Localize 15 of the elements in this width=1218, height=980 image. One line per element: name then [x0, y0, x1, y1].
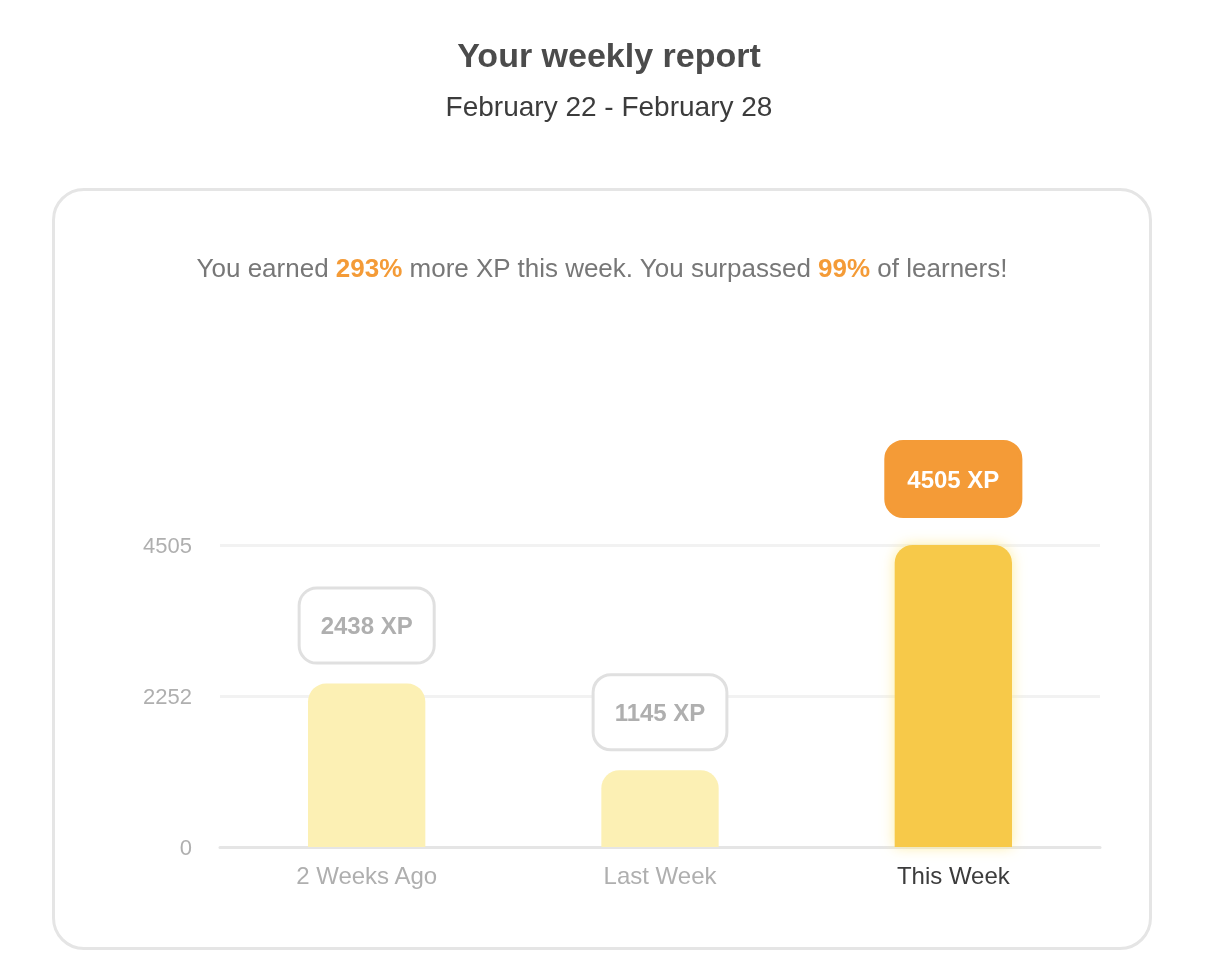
x-tick-label: Last Week — [603, 861, 718, 889]
bar — [894, 545, 1012, 847]
y-tick-label: 2252 — [143, 683, 192, 709]
chart-subtitle: February 22 - February 28 — [444, 91, 774, 123]
x-tick-label: 2 Weeks Ago — [296, 861, 438, 889]
x-tick-label: This Week — [896, 861, 1011, 889]
data-label: 2438 XP — [320, 612, 413, 640]
chart-title: Your weekly report — [456, 36, 762, 75]
data-label: 4505 XP — [907, 465, 1000, 493]
bar — [601, 770, 719, 847]
y-tick-label: 4505 — [143, 532, 192, 558]
y-tick-label: 0 — [179, 834, 192, 860]
bar — [308, 683, 426, 847]
data-label: 1145 XP — [614, 698, 706, 726]
text: You earned 293% more XP this week. You surpassed 99% of learners! — [195, 252, 1009, 285]
